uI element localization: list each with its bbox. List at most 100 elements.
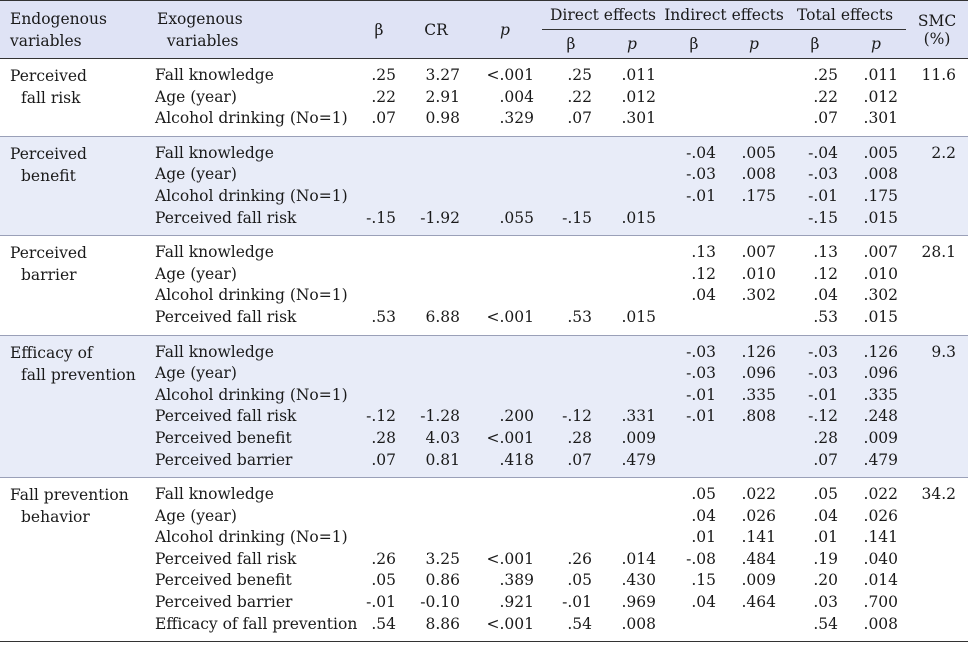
cell-d-b: .53 [567, 307, 592, 326]
cell-t-p: .007 [863, 243, 899, 262]
cell-d-b [542, 185, 600, 208]
cell-i-p: .302 [741, 286, 777, 305]
cell-p: .004 [499, 87, 534, 106]
cell-i-b [664, 207, 724, 230]
cell-cr [404, 185, 468, 208]
cell-p [468, 484, 542, 506]
cell-cr: -1.28 [404, 406, 468, 428]
cell-i-b: -.01 [664, 384, 724, 407]
table-group: Perceived fall risk Fall knowledge .25 3.27 <… [0, 59, 968, 137]
cell-d-b [542, 264, 600, 286]
cell-cr [404, 242, 468, 264]
group-spacer [0, 136, 968, 143]
cell-i-p: .096 [724, 363, 785, 385]
cell-t-b: .07 [813, 109, 839, 128]
cell-t-b: .03 [813, 593, 839, 612]
table-row: Alcohol drinking (No=1) .07 0.98 .329 .07 .30… [0, 108, 968, 130]
cell-t-p: .009 [846, 427, 907, 450]
cell-t-b: .05 [813, 485, 839, 504]
cell-beta: .26 [371, 549, 396, 568]
header-total-p: p [846, 29, 907, 59]
table-row: Age (year) .12 .010 .12 .010 [0, 264, 968, 286]
cell-i-p: .005 [724, 142, 785, 165]
table-row: Alcohol drinking (No=1) -.01.175 -.01.175 [0, 185, 968, 208]
cell-d-b: .07 [542, 449, 600, 472]
smc-value: 34.2 [921, 485, 957, 504]
cell-d-p: .301 [621, 109, 656, 128]
cell-i-p: .335 [724, 384, 785, 407]
cell-d-p: .012 [621, 87, 656, 106]
cell-i-b: .13 [691, 243, 716, 262]
cell-beta: .07 [371, 109, 396, 128]
table-row: Perceived barrier Fall knowledge .13 .007 .13… [0, 242, 968, 284]
endogenous-line2: benefit [21, 166, 76, 185]
cell-t-b: .28 [784, 427, 847, 450]
cell-beta [354, 506, 404, 528]
cell-t-b: .19 [813, 549, 839, 568]
cell-i-b: -.01 [664, 185, 724, 208]
cell-cr [404, 527, 468, 549]
cell-d-p [600, 384, 664, 407]
cell-p [468, 264, 542, 286]
cell-d-p: .430 [621, 571, 656, 590]
cell-t-p: .008 [863, 614, 899, 633]
cell-t-p: .022 [863, 485, 899, 504]
cell-t-b: .12 [813, 264, 839, 283]
endogenous-line1: Fall prevention [10, 486, 129, 505]
cell-beta [354, 341, 404, 364]
cell-i-b [664, 87, 724, 109]
endogenous-variable: Perceived fall risk [0, 65, 152, 130]
cell-t-b: -.04 [784, 142, 847, 165]
cell-d-p [600, 341, 664, 364]
table-row: Perceived fall risk Fall knowledge .25 3.27 <… [0, 65, 968, 107]
cell-t-p: .014 [863, 571, 899, 590]
cell-p: <.001 [486, 549, 535, 568]
header-total-effects: Total effects [784, 0, 907, 30]
table-row: Age (year) -.03.096 -.03.096 [0, 363, 968, 385]
cell-i-p [724, 108, 784, 130]
cell-i-b: .04 [691, 286, 716, 305]
endogenous-line1: Perceived [10, 244, 87, 263]
cell-t-b: .25 [813, 66, 839, 84]
header-cr: CR [404, 0, 468, 59]
cell-t-p: .175 [846, 185, 907, 208]
cell-i-b [664, 614, 724, 636]
cell-t-b: .13 [813, 243, 839, 262]
cell-cr: 6.88 [425, 307, 460, 326]
cell-p: .200 [468, 406, 542, 428]
table-group: Perceived benefit Fall knowledge -.04.005 -.… [0, 136, 968, 236]
cell-p [468, 527, 542, 549]
cell-p [468, 285, 542, 307]
cell-beta [354, 164, 404, 186]
table-row: Fall prevention behavior Fall knowledge .05… [0, 484, 968, 526]
cell-i-b: .01 [691, 528, 716, 547]
cell-beta [354, 384, 404, 407]
cell-i-p [724, 207, 785, 230]
table-group: Fall prevention behavior Fall knowledge .05… [0, 478, 968, 642]
exogenous-variable: Alcohol drinking (No=1) [152, 185, 354, 208]
cell-i-p: .009 [741, 571, 777, 590]
cell-t-b: .53 [813, 307, 839, 326]
cell-d-p: .969 [621, 593, 656, 612]
exogenous-variable: Alcohol drinking (No=1) [155, 286, 348, 305]
cell-d-b: .28 [542, 427, 600, 450]
header-exogenous: Exogenous variables [152, 0, 354, 59]
cell-i-p: .484 [741, 549, 777, 568]
table-row: Perceived fall risk -.12 -1.28.200 -.12.331… [0, 406, 968, 428]
cell-d-b: .07 [567, 109, 592, 128]
table-row: Perceived fall risk .53 6.88 <.001 .53 .015 .5… [0, 307, 968, 329]
exogenous-variable: Fall knowledge [155, 243, 274, 262]
exogenous-variable: Age (year) [152, 164, 354, 186]
cell-i-p: .808 [724, 406, 785, 428]
cell-t-b: .01 [813, 528, 839, 547]
cell-d-p: .014 [621, 549, 656, 568]
cell-cr: 8.86 [425, 614, 460, 633]
header-direct-beta: β [542, 29, 600, 59]
cell-beta [354, 142, 404, 165]
spacer-cell [0, 471, 968, 478]
endogenous-line1: Efficacy of [10, 343, 93, 362]
table-row: Perceived benefit .05 0.86 .389 .05 .430 .15 .0… [0, 570, 968, 592]
endogenous-variable: Perceived benefit [0, 142, 152, 230]
cell-beta: -.15 [354, 207, 404, 230]
table-row: Alcohol drinking (No=1) -.01.335 -.01.335 [0, 384, 968, 407]
